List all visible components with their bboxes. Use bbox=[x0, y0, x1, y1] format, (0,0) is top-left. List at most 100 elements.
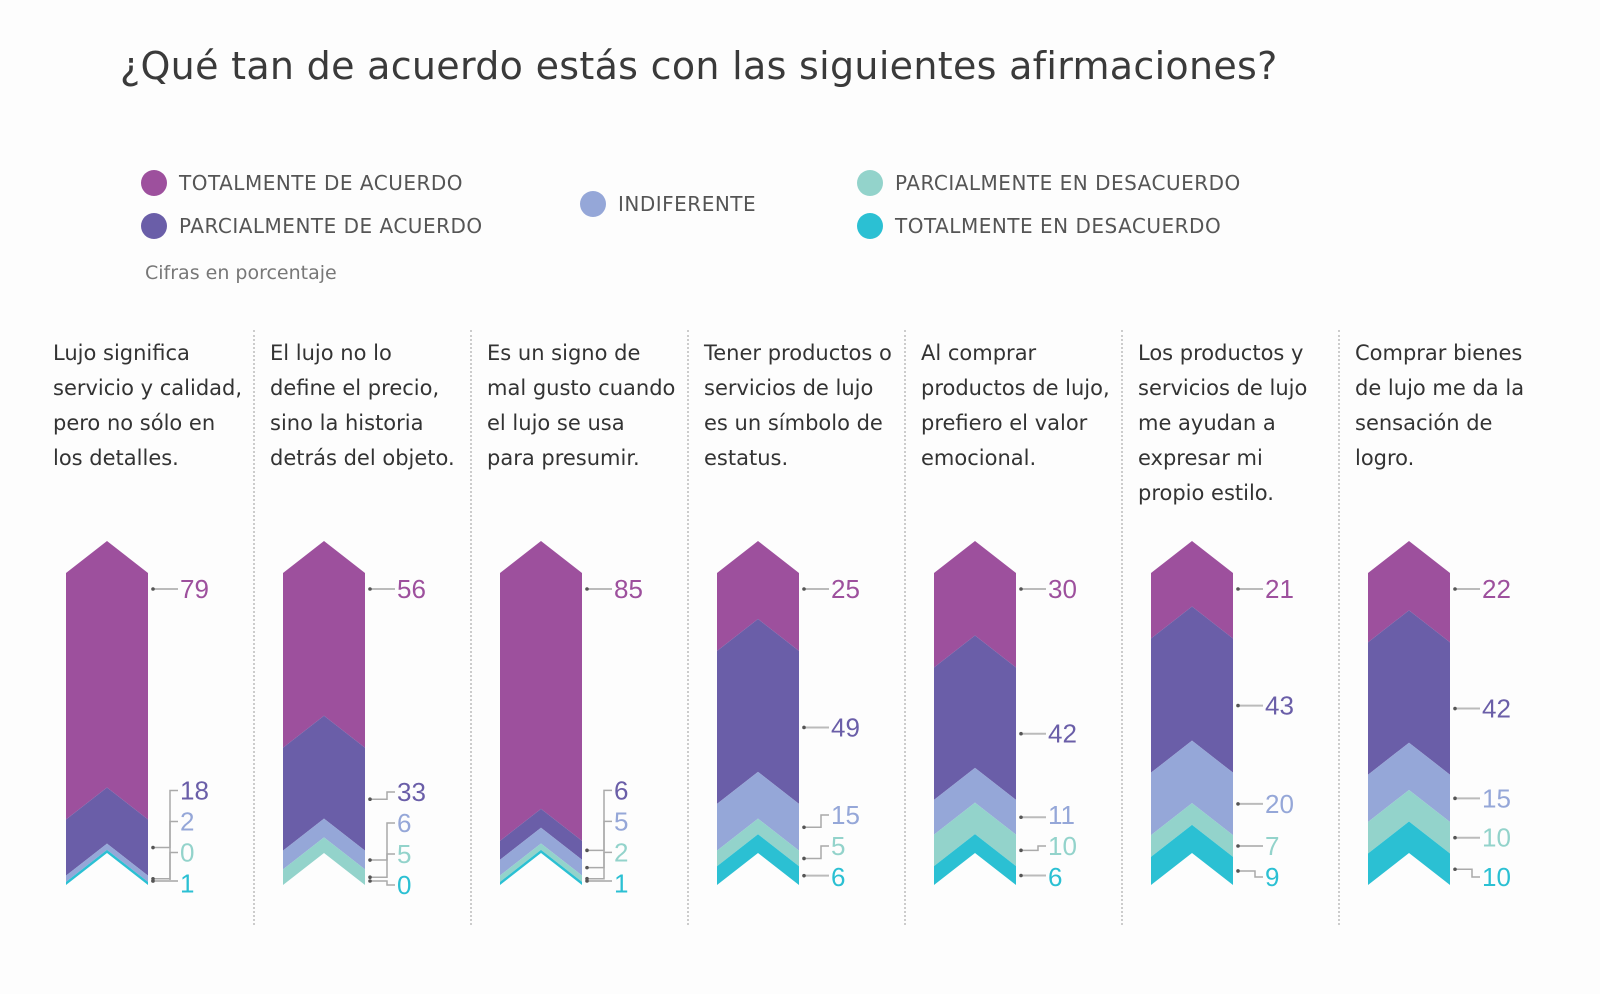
leader-line bbox=[369, 822, 395, 861]
bar-segment bbox=[283, 715, 365, 851]
data-label: 15 bbox=[1482, 783, 1511, 813]
data-label: 7 bbox=[1265, 831, 1279, 861]
bar-segment bbox=[1151, 606, 1233, 773]
data-label: 33 bbox=[397, 777, 426, 807]
bar-segment bbox=[66, 541, 148, 820]
data-label: 79 bbox=[180, 574, 209, 604]
data-label: 0 bbox=[397, 870, 411, 900]
leader-dot bbox=[1236, 703, 1240, 708]
category-label: El lujo no lo define el precio, sino la … bbox=[270, 341, 455, 470]
bar-segment bbox=[1368, 742, 1450, 822]
category-label: Al comprar productos de lujo, prefiero e… bbox=[921, 341, 1110, 470]
bar-segment bbox=[934, 541, 1016, 668]
column-divider bbox=[1121, 330, 1123, 925]
data-label: 2 bbox=[180, 806, 194, 836]
leader-dot bbox=[1453, 835, 1457, 840]
data-label: 56 bbox=[397, 574, 426, 604]
leader-dot bbox=[585, 587, 589, 591]
data-label: 18 bbox=[180, 775, 209, 805]
data-label: 10 bbox=[1482, 823, 1511, 853]
legend-item: TOTALMENTE EN DESACUERDO bbox=[857, 213, 1221, 239]
leader-dot bbox=[585, 865, 589, 870]
leader-dot bbox=[1453, 867, 1457, 872]
legend-label: PARCIALMENTE EN DESACUERDO bbox=[895, 171, 1241, 195]
leader-dot bbox=[802, 825, 806, 830]
leader-dot bbox=[1019, 587, 1023, 591]
legend-swatch bbox=[141, 170, 167, 196]
data-label: 10 bbox=[1048, 831, 1077, 861]
leader-line bbox=[586, 789, 612, 852]
column-divider bbox=[253, 330, 255, 925]
data-label: 9 bbox=[1265, 862, 1279, 892]
bar-segment bbox=[717, 818, 799, 867]
legend-item: PARCIALMENTE DE ACUERDO bbox=[141, 213, 483, 239]
legend-label: PARCIALMENTE DE ACUERDO bbox=[179, 214, 483, 238]
data-label: 42 bbox=[1048, 719, 1077, 749]
leader-dot bbox=[1453, 706, 1457, 711]
data-label: 6 bbox=[831, 862, 845, 892]
data-label: 25 bbox=[831, 574, 860, 604]
leader-line bbox=[1454, 868, 1480, 878]
category-label: Tener productos o servicios de lujo es u… bbox=[704, 341, 892, 470]
leader-dot bbox=[1236, 802, 1240, 806]
chart-title: ¿Qué tan de acuerdo estás con las siguie… bbox=[120, 44, 1278, 88]
data-label: 5 bbox=[397, 839, 411, 869]
bar-segment bbox=[1151, 740, 1233, 836]
legend-swatch bbox=[580, 191, 606, 217]
bar-segment bbox=[1368, 610, 1450, 775]
column-divider bbox=[1338, 330, 1340, 925]
leader-dot bbox=[1019, 848, 1023, 853]
leader-dot bbox=[368, 879, 372, 883]
leader-dot bbox=[1019, 731, 1023, 736]
data-label: 43 bbox=[1265, 691, 1294, 721]
bar-segment bbox=[500, 541, 582, 841]
data-label: 5 bbox=[614, 806, 628, 836]
leader-line bbox=[369, 791, 395, 800]
bar-segment bbox=[717, 541, 799, 651]
leader-dot bbox=[151, 879, 155, 883]
leader-dot bbox=[151, 845, 155, 850]
data-label: 0 bbox=[180, 837, 194, 867]
bar-segment bbox=[934, 767, 1016, 835]
leader-line bbox=[586, 820, 612, 869]
bar-segment bbox=[66, 787, 148, 876]
leader-line bbox=[369, 853, 395, 878]
leader-line bbox=[152, 789, 178, 849]
data-label: 22 bbox=[1482, 574, 1511, 604]
data-label: 1 bbox=[180, 868, 194, 898]
bar-segment bbox=[283, 818, 365, 870]
leader-dot bbox=[585, 879, 589, 883]
leader-dot bbox=[802, 856, 806, 861]
bar-segment bbox=[1368, 789, 1450, 854]
data-label: 6 bbox=[397, 808, 411, 838]
data-label: 6 bbox=[614, 775, 628, 805]
leader-line bbox=[586, 851, 612, 880]
data-label: 85 bbox=[614, 574, 643, 604]
legend-label: TOTALMENTE DE ACUERDO bbox=[179, 171, 464, 195]
bar-segment bbox=[717, 834, 799, 885]
leader-line bbox=[803, 845, 829, 860]
data-label: 42 bbox=[1482, 694, 1511, 724]
data-label: 21 bbox=[1265, 574, 1294, 604]
bar-segment bbox=[934, 802, 1016, 867]
legend-item: PARCIALMENTE EN DESACUERDO bbox=[857, 170, 1241, 196]
data-label: 6 bbox=[1048, 862, 1062, 892]
leader-line bbox=[152, 820, 178, 880]
legend-swatch bbox=[141, 213, 167, 239]
leader-dot bbox=[802, 873, 806, 878]
bar-segment bbox=[1368, 821, 1450, 885]
bar-segment bbox=[934, 635, 1016, 800]
legend-item: TOTALMENTE DE ACUERDO bbox=[141, 170, 463, 196]
data-label: 20 bbox=[1265, 789, 1294, 819]
leader-dot bbox=[802, 587, 806, 591]
data-label: 10 bbox=[1482, 862, 1511, 892]
column-divider bbox=[687, 330, 689, 925]
legend-item: INDIFERENTE bbox=[580, 191, 756, 217]
bar-segment bbox=[1151, 803, 1233, 857]
column-divider bbox=[904, 330, 906, 925]
data-label: 11 bbox=[1048, 800, 1075, 830]
leader-dot bbox=[1019, 873, 1023, 878]
leader-dot bbox=[368, 875, 372, 879]
bar-segment bbox=[717, 771, 799, 851]
data-label: 5 bbox=[831, 831, 845, 861]
